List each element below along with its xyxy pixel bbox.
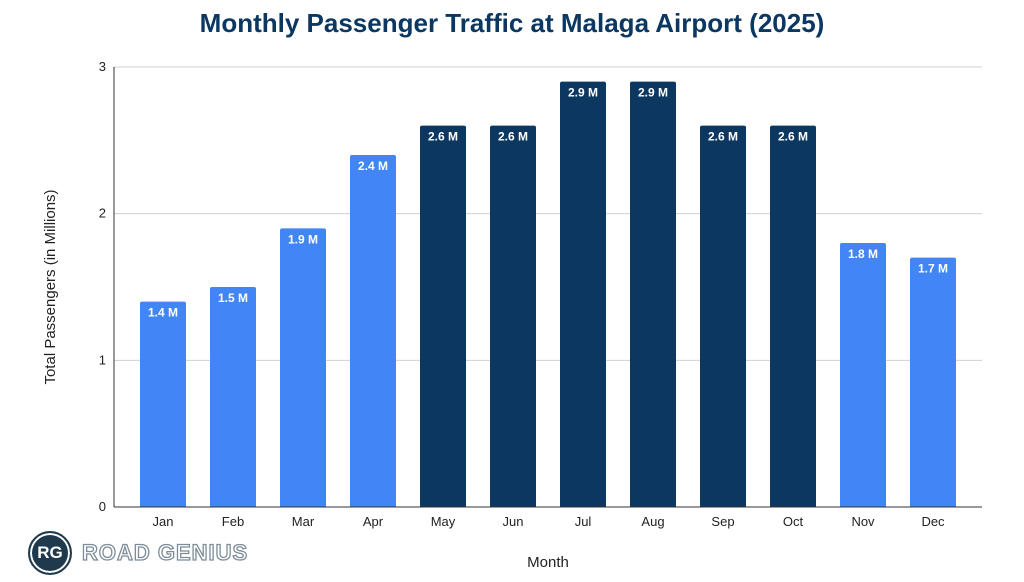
data-label: 2.9 M	[638, 86, 668, 100]
y-tick-label: 0	[99, 499, 106, 514]
logo-mark: RG	[28, 531, 72, 575]
x-tick-label: Dec	[921, 514, 945, 529]
x-tick-label: Aug	[641, 514, 664, 529]
data-label: 2.6 M	[428, 130, 458, 144]
data-label: 2.6 M	[778, 130, 808, 144]
logo-text: ROAD GENIUS	[81, 539, 249, 565]
bar-aug	[630, 81, 676, 508]
x-axis-label: Month	[527, 554, 569, 571]
data-label: 1.9 M	[288, 232, 318, 246]
bar-sep	[700, 125, 746, 508]
x-tick-label: Jan	[153, 514, 174, 529]
x-tick-label: Sep	[711, 514, 734, 529]
data-label: 2.4 M	[358, 159, 388, 173]
data-label: 2.9 M	[568, 86, 598, 100]
data-label: 1.5 M	[218, 291, 248, 305]
data-label: 2.6 M	[498, 130, 528, 144]
bar-may	[420, 125, 466, 508]
y-tick-label: 2	[99, 206, 106, 221]
x-tick-label: May	[431, 514, 456, 529]
road-genius-logo: RG ROAD GENIUS	[28, 531, 248, 575]
bar-jul	[560, 81, 606, 508]
y-axis-label: Total Passengers (in Millions)	[42, 189, 59, 384]
x-tick-label: Apr	[363, 514, 384, 529]
data-label: 1.8 M	[848, 247, 878, 261]
x-tick-label: Feb	[222, 514, 244, 529]
x-tick-label: Mar	[292, 514, 315, 529]
bar-oct	[770, 125, 816, 508]
y-tick-label: 1	[99, 352, 106, 367]
data-label: 2.6 M	[708, 130, 738, 144]
bar-feb	[210, 287, 256, 507]
bar-nov	[840, 243, 886, 507]
data-label: 1.4 M	[148, 306, 178, 320]
bar-dec	[910, 257, 956, 507]
bar-apr	[350, 155, 396, 507]
bar-mar	[280, 228, 326, 508]
data-label: 1.7 M	[918, 262, 948, 276]
y-tick-label: 3	[99, 59, 106, 74]
x-tick-label: Jul	[575, 514, 592, 529]
x-tick-label: Jun	[503, 514, 524, 529]
x-tick-label: Nov	[851, 514, 875, 529]
bar-jan	[140, 301, 186, 507]
x-tick-label: Oct	[783, 514, 804, 529]
bar-jun	[490, 125, 536, 508]
chart-title: Monthly Passenger Traffic at Malaga Airp…	[199, 8, 825, 38]
